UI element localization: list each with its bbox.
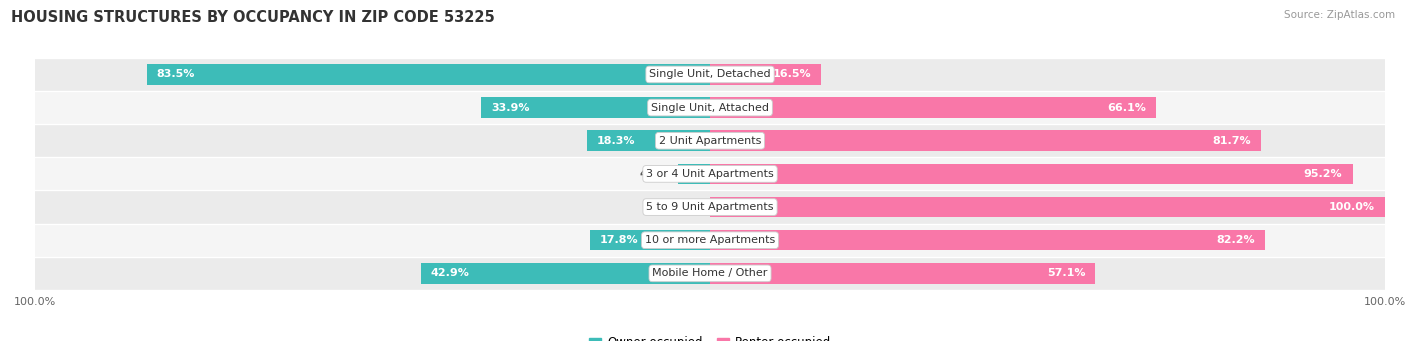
Text: 57.1%: 57.1% <box>1046 268 1085 278</box>
Bar <box>420 263 710 284</box>
Text: HOUSING STRUCTURES BY OCCUPANCY IN ZIP CODE 53225: HOUSING STRUCTURES BY OCCUPANCY IN ZIP C… <box>11 10 495 25</box>
Bar <box>35 124 1385 157</box>
Bar <box>35 224 1385 257</box>
Bar <box>35 257 1385 290</box>
Text: 100.0%: 100.0% <box>1329 202 1375 212</box>
Bar <box>710 164 1353 184</box>
Text: 3 or 4 Unit Apartments: 3 or 4 Unit Apartments <box>647 169 773 179</box>
Text: 16.5%: 16.5% <box>773 70 811 79</box>
Text: Single Unit, Attached: Single Unit, Attached <box>651 103 769 113</box>
Text: 5 to 9 Unit Apartments: 5 to 9 Unit Apartments <box>647 202 773 212</box>
Text: 95.2%: 95.2% <box>1303 169 1343 179</box>
Text: Mobile Home / Other: Mobile Home / Other <box>652 268 768 278</box>
Text: 2 Unit Apartments: 2 Unit Apartments <box>659 136 761 146</box>
Bar <box>678 164 710 184</box>
Bar <box>710 230 1265 251</box>
Legend: Owner-occupied, Renter-occupied: Owner-occupied, Renter-occupied <box>585 332 835 341</box>
Bar <box>710 97 1156 118</box>
Bar <box>35 58 1385 91</box>
Bar <box>35 191 1385 224</box>
Text: Source: ZipAtlas.com: Source: ZipAtlas.com <box>1284 10 1395 20</box>
Bar <box>710 64 821 85</box>
Text: 81.7%: 81.7% <box>1212 136 1251 146</box>
Text: 17.8%: 17.8% <box>600 235 638 245</box>
Text: 82.2%: 82.2% <box>1216 235 1254 245</box>
Text: 42.9%: 42.9% <box>430 268 470 278</box>
Bar <box>591 230 710 251</box>
Text: 83.5%: 83.5% <box>156 70 195 79</box>
Text: 66.1%: 66.1% <box>1107 103 1146 113</box>
Bar <box>35 91 1385 124</box>
Bar <box>710 197 1385 217</box>
Bar <box>710 263 1095 284</box>
Bar <box>35 157 1385 191</box>
Text: 0.0%: 0.0% <box>669 202 700 212</box>
Bar <box>481 97 710 118</box>
Text: 4.8%: 4.8% <box>640 169 671 179</box>
Bar <box>146 64 710 85</box>
Text: 10 or more Apartments: 10 or more Apartments <box>645 235 775 245</box>
Bar <box>710 131 1261 151</box>
Bar <box>586 131 710 151</box>
Text: Single Unit, Detached: Single Unit, Detached <box>650 70 770 79</box>
Text: 18.3%: 18.3% <box>596 136 636 146</box>
Text: 33.9%: 33.9% <box>491 103 530 113</box>
